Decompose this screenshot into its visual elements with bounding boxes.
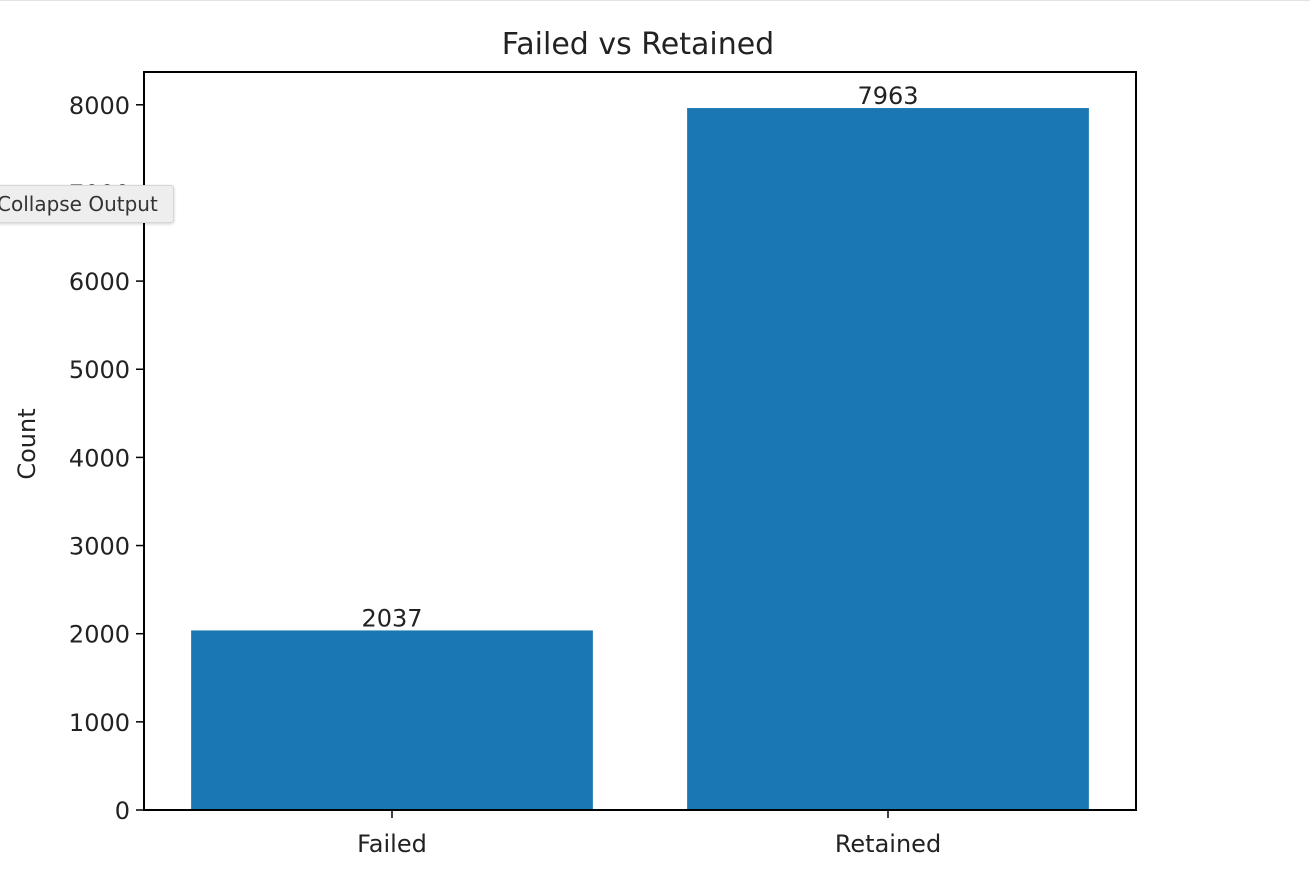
x-tick-label: Failed	[357, 830, 427, 858]
y-tick-label: 6000	[69, 268, 130, 296]
data-label-retained: 7963	[857, 82, 918, 110]
bar-retained	[687, 108, 1089, 810]
chart-title: Failed vs Retained	[502, 27, 774, 62]
y-tick-label: 5000	[69, 356, 130, 384]
y-tick-label: 2000	[69, 621, 130, 649]
data-label-failed: 2037	[361, 604, 422, 632]
y-tick-label: 1000	[69, 709, 130, 737]
x-tick-label: Retained	[835, 830, 941, 858]
y-tick-label: 0	[115, 797, 130, 825]
y-axis-label: Count	[13, 408, 41, 479]
y-tick-label: 8000	[69, 92, 130, 120]
top-divider	[0, 0, 1310, 1]
collapse-output-label: Collapse Output	[0, 192, 158, 216]
y-tick-label: 4000	[69, 444, 130, 472]
collapse-output-tooltip[interactable]: Collapse Output	[0, 185, 174, 223]
y-tick-label: 3000	[69, 533, 130, 561]
bars-layer: 2037 7963	[191, 82, 1089, 810]
plot-frame	[143, 71, 1137, 811]
bar-failed	[191, 630, 593, 810]
